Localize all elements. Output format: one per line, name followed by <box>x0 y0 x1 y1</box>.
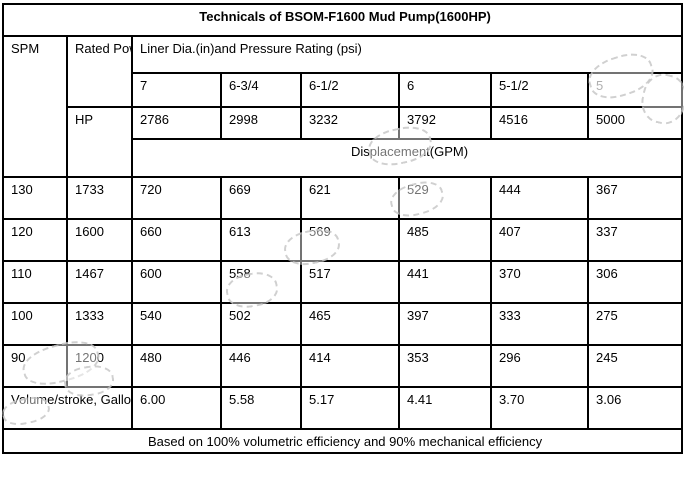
liner-size-cell: 5-1/2 <box>490 72 589 108</box>
pressure-rating-cell: 2786 <box>131 106 222 140</box>
volume-value-cell: 3.70 <box>490 386 589 430</box>
displacement-value-cell: 296 <box>490 344 589 388</box>
displacement-value-cell: 517 <box>300 260 400 304</box>
volume-per-stroke-label-cell: Volume/stroke, Gallon <box>2 386 133 430</box>
pressure-rating-cell: 2998 <box>220 106 302 140</box>
pressure-rating-cell: 3232 <box>300 106 400 140</box>
volume-value-cell: 4.41 <box>398 386 492 430</box>
pressure-rating-cell: 5000 <box>586 106 684 140</box>
spm-value-cell: 90 <box>2 344 68 388</box>
displacement-value-cell: 397 <box>398 302 492 346</box>
displacement-header-cell: Displacement(GPM) <box>130 138 684 178</box>
displacement-value-cell: 353 <box>398 344 492 388</box>
displacement-value-cell: 502 <box>220 302 302 346</box>
displacement-value-cell: 569 <box>300 218 400 262</box>
liner-size-cell: 6-1/2 <box>300 72 400 108</box>
displacement-value-cell: 245 <box>586 344 684 388</box>
spm-value-cell: 110 <box>2 260 68 304</box>
volume-value-cell: 3.06 <box>586 386 684 430</box>
volume-per-stroke-label: Volume/stroke, Gallon <box>11 392 132 407</box>
volume-value-cell: 5.58 <box>220 386 302 430</box>
displacement-value-cell: 407 <box>490 218 589 262</box>
liner-size-cell: 6 <box>398 72 492 108</box>
liner-size-cell: 5 <box>586 72 684 108</box>
spm-value-cell: 130 <box>2 176 68 220</box>
displacement-value-cell: 720 <box>131 176 222 220</box>
spm-header-cell: SPM <box>2 35 68 178</box>
liner-pressure-header-cell: Liner Dia.(in)and Pressure Rating (psi) <box>130 35 684 74</box>
displacement-value-cell: 333 <box>490 302 589 346</box>
hp-value-cell: 1467 <box>66 260 133 304</box>
hp-value-cell: 1600 <box>66 218 133 262</box>
liner-size-cell: 7 <box>131 72 222 108</box>
displacement-value-cell: 540 <box>131 302 222 346</box>
rated-power-header-cell: Rated Power <box>66 35 133 108</box>
displacement-value-cell: 485 <box>398 218 492 262</box>
hp-value-cell: 1333 <box>66 302 133 346</box>
displacement-value-cell: 444 <box>490 176 589 220</box>
displacement-value-cell: 370 <box>490 260 589 304</box>
pressure-rating-cell: 3792 <box>398 106 492 140</box>
volume-value-cell: 6.00 <box>131 386 222 430</box>
spm-value-cell: 100 <box>2 302 68 346</box>
table-title: Technicals of BSOM-F1600 Mud Pump(1600HP… <box>1 3 684 37</box>
displacement-value-cell: 613 <box>220 218 302 262</box>
mud-pump-specs-table: Technicals of BSOM-F1600 Mud Pump(1600HP… <box>1 3 684 455</box>
displacement-value-cell: 306 <box>586 260 684 304</box>
hp-value-cell: 1200 <box>66 344 133 388</box>
displacement-value-cell: 337 <box>586 218 684 262</box>
displacement-value-cell: 529 <box>398 176 492 220</box>
pressure-rating-cell: 4516 <box>490 106 589 140</box>
displacement-value-cell: 660 <box>131 218 222 262</box>
displacement-value-cell: 367 <box>586 176 684 220</box>
displacement-value-cell: 600 <box>131 260 222 304</box>
displacement-value-cell: 558 <box>220 260 302 304</box>
liner-size-cell: 6-3/4 <box>220 72 302 108</box>
displacement-value-cell: 465 <box>300 302 400 346</box>
displacement-value-cell: 669 <box>220 176 302 220</box>
hp-value-cell: 1733 <box>66 176 133 220</box>
spm-value-cell: 120 <box>2 218 68 262</box>
volume-value-cell: 5.17 <box>300 386 400 430</box>
displacement-value-cell: 414 <box>300 344 400 388</box>
displacement-value-cell: 446 <box>220 344 302 388</box>
footer-note: Based on 100% volumetric efficiency and … <box>1 427 684 455</box>
displacement-value-cell: 275 <box>586 302 684 346</box>
hp-header-cell: HP <box>66 106 133 178</box>
displacement-value-cell: 441 <box>398 260 492 304</box>
displacement-value-cell: 621 <box>300 176 400 220</box>
displacement-value-cell: 480 <box>131 344 222 388</box>
